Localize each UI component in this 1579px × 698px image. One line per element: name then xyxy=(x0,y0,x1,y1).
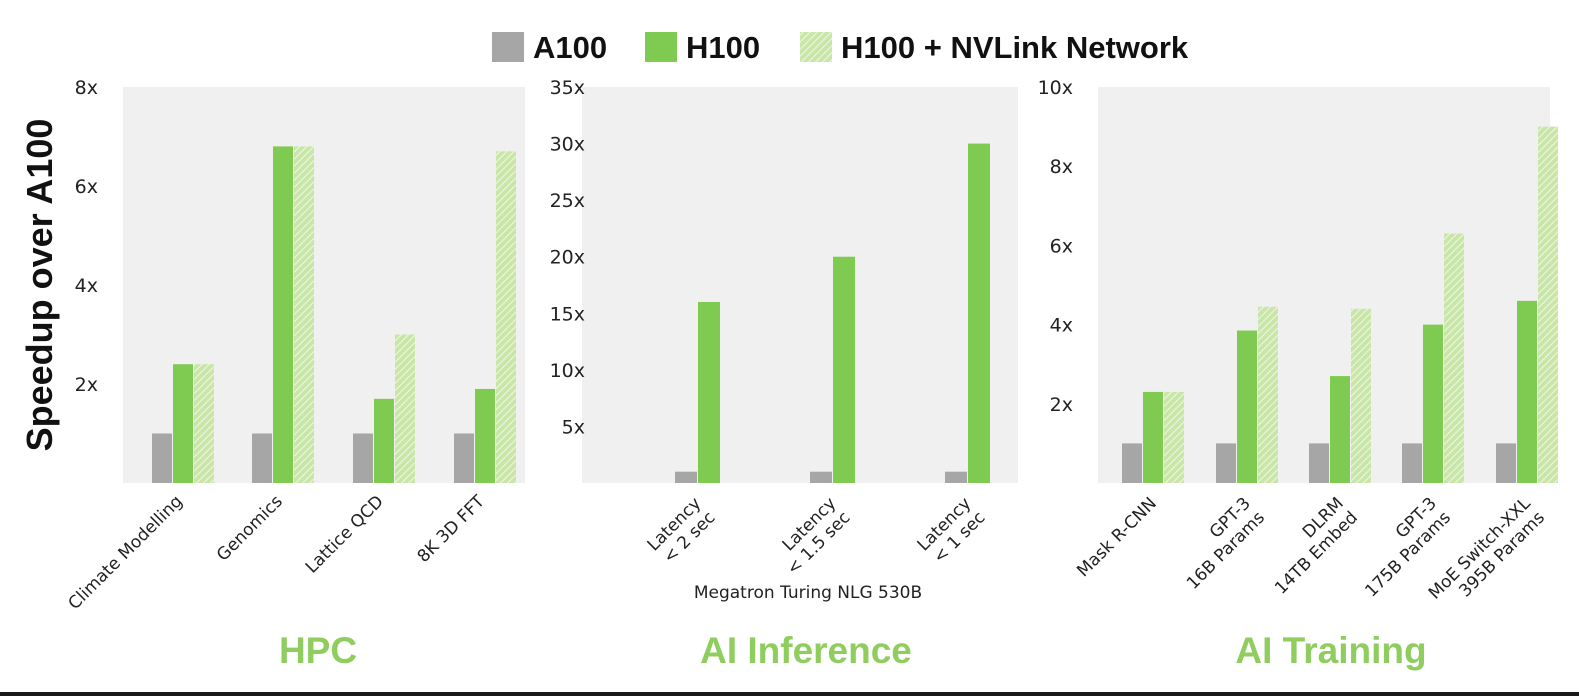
bar-a100-climate-modelling xyxy=(152,433,172,483)
group-title-ai-training: AI Training xyxy=(1235,630,1426,671)
legend-label-h100-nvlink-network: H100 + NVLink Network xyxy=(841,30,1189,65)
bar-h100-8k-3d-fft xyxy=(475,388,495,483)
y-tick-label: 6x xyxy=(1050,235,1073,257)
y-tick-label: 30x xyxy=(550,134,585,156)
bar-h100-climate-modelling xyxy=(173,364,193,483)
bar-h100-gpt-3-16b-params xyxy=(1237,330,1257,483)
bar-a100-latency-2-sec xyxy=(675,471,697,483)
bar-h100-nvlink-network-mask-r-cnn xyxy=(1164,391,1184,483)
legend-label-a100: A100 xyxy=(533,30,607,65)
x-tick-label: Latency< 1 sec xyxy=(914,494,990,568)
bottom-rule xyxy=(0,692,1579,696)
bar-a100-gpt-3-16b-params xyxy=(1216,443,1236,483)
bar-h100-nvlink-network-lattice-qcd xyxy=(395,334,415,483)
y-tick-label: 4x xyxy=(1050,315,1073,337)
bar-h100-moe-switch-xxl-395b-params xyxy=(1517,300,1537,483)
legend-label-h100: H100 xyxy=(686,30,760,65)
y-tick-label: 5x xyxy=(562,416,585,438)
legend-item-h100: H100 xyxy=(645,30,760,65)
y-axis-label: Speedup over A100 xyxy=(19,119,60,452)
bar-a100-mask-r-cnn xyxy=(1122,443,1142,483)
bar-h100-lattice-qcd xyxy=(374,398,394,483)
y-tick-label: 4x xyxy=(75,275,98,297)
chart-panels: 2x 4x 6x 8x Climate Modelling Genomics Lattice… xyxy=(65,77,1558,671)
bar-h100-latency-1-5-sec xyxy=(833,256,855,483)
bar-h100-nvlink-network-gpt-3-16b-params xyxy=(1258,306,1278,483)
legend-swatch-h100-nvlink-network xyxy=(800,32,832,62)
bar-h100-nvlink-network-genomics xyxy=(294,146,314,483)
bar-h100-latency-2-sec xyxy=(698,301,720,483)
x-tick-label: Lattice QCD xyxy=(302,492,388,578)
plot-area xyxy=(582,87,1018,483)
x-tick-label-line: Genomics xyxy=(213,492,287,566)
x-tick-label: Latency< 1.5 sec xyxy=(779,494,855,579)
legend-item-h100-nvlink-network: H100 + NVLink Network xyxy=(800,30,1189,65)
bar-h100-nvlink-network-climate-modelling xyxy=(194,364,214,483)
legend-swatch-h100 xyxy=(645,32,677,62)
bar-a100-gpt-3-175b-params xyxy=(1402,443,1422,483)
x-tick-label-line: Lattice QCD xyxy=(302,492,388,578)
legend: A100 H100 H100 + NVLink Network xyxy=(492,30,1189,65)
x-tick-label: Mask R-CNN xyxy=(1073,494,1161,582)
bar-a100-moe-switch-xxl-395b-params xyxy=(1496,443,1516,483)
bar-a100-lattice-qcd xyxy=(353,433,373,483)
x-tick-label: Latency< 2 sec xyxy=(644,494,720,568)
bar-h100-nvlink-network-gpt-3-175b-params xyxy=(1444,233,1464,483)
bar-h100-dlrm-14tb-embed xyxy=(1330,376,1350,483)
group-title-ai-inference: AI Inference xyxy=(700,630,912,671)
y-tick-label: 2x xyxy=(75,374,98,396)
y-tick-label: 10x xyxy=(550,360,585,382)
y-tick-label: 35x xyxy=(550,77,585,99)
group-title-hpc: HPC xyxy=(279,630,357,671)
x-tick-label: Climate Modelling xyxy=(65,492,187,614)
bar-a100-latency-1-5-sec xyxy=(810,471,832,483)
y-tick-label: 8x xyxy=(1050,156,1073,178)
legend-item-a100: A100 xyxy=(492,30,607,65)
x-tick-label-line: 8K 3D FFT xyxy=(414,491,490,567)
bar-a100-dlrm-14tb-embed xyxy=(1309,443,1329,483)
bar-h100-gpt-3-175b-params xyxy=(1423,324,1443,483)
bar-a100-genomics xyxy=(252,433,272,483)
bar-h100-nvlink-network-8k-3d-fft xyxy=(496,151,516,483)
panel-hpc: 2x 4x 6x 8x Climate Modelling Genomics Lattice… xyxy=(65,77,525,671)
y-tick-label: 10x xyxy=(1038,77,1073,99)
y-tick-label: 15x xyxy=(550,303,585,325)
bar-h100-mask-r-cnn xyxy=(1143,391,1163,483)
y-tick-label: 8x xyxy=(75,77,98,99)
x-tick-label-line: Mask R-CNN xyxy=(1073,494,1161,582)
legend-swatch-a100 xyxy=(492,32,524,62)
bar-h100-nvlink-network-moe-switch-xxl-395b-params xyxy=(1538,126,1558,483)
panel-ai-inference: 5x 10x 15x 20x 25x 30x 35x Latency< 2 sec Latenc… xyxy=(550,77,1018,671)
y-tick-label: 20x xyxy=(550,247,585,269)
bar-h100-latency-1-sec xyxy=(968,143,990,484)
bar-a100-latency-1-sec xyxy=(945,471,967,483)
x-tick-label: 8K 3D FFT xyxy=(414,491,490,567)
y-tick-label: 2x xyxy=(1050,394,1073,416)
x-tick-label-line: Climate Modelling xyxy=(65,492,187,614)
x-tick-label: Genomics xyxy=(213,492,287,566)
bar-h100-genomics xyxy=(273,146,293,483)
bar-h100-nvlink-network-dlrm-14tb-embed xyxy=(1351,308,1371,483)
x-axis-label: Megatron Turing NLG 530B xyxy=(694,583,922,603)
y-tick-label: 25x xyxy=(550,190,585,212)
y-tick-label: 6x xyxy=(75,176,98,198)
bar-a100-8k-3d-fft xyxy=(454,433,474,483)
